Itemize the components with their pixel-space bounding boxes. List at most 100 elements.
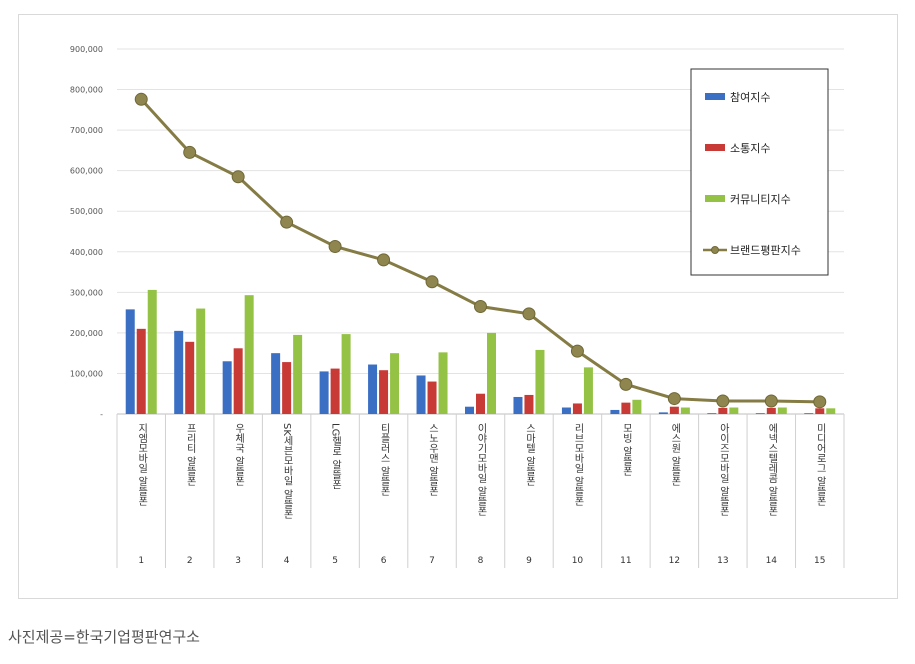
y-tick-label: 100,000 <box>70 369 103 378</box>
bar <box>185 341 195 414</box>
bar <box>319 371 329 414</box>
line-point <box>667 392 681 406</box>
bar <box>233 348 243 414</box>
legend-label: 참여지수 <box>730 91 770 104</box>
category-label: 지엠모바일 알뜰폰 <box>136 423 148 506</box>
category-label: LG헬로 알뜰폰 <box>330 423 342 490</box>
bar <box>524 394 534 414</box>
line-point <box>183 145 197 159</box>
bar <box>416 375 426 414</box>
bar <box>583 367 593 414</box>
line-point <box>231 170 245 184</box>
bar <box>561 407 571 414</box>
y-tick-label: 200,000 <box>70 329 103 338</box>
rank-label: 13 <box>717 556 728 566</box>
legend-swatch-marker <box>711 246 719 254</box>
bar <box>368 364 378 414</box>
rank-label: 11 <box>620 556 631 566</box>
bar <box>621 402 631 414</box>
y-tick-label: 300,000 <box>70 288 103 297</box>
category-label: SK세븐모바일 알뜰폰 <box>281 423 293 519</box>
category-label: 이야기모바일 알뜰폰 <box>475 423 487 516</box>
rank-label: 1 <box>138 556 144 566</box>
rank-label: 3 <box>235 556 241 566</box>
bar <box>610 409 620 414</box>
legend-label: 소통지수 <box>730 142 770 155</box>
line-point <box>280 215 294 229</box>
rank-label: 5 <box>332 556 338 566</box>
bar <box>330 368 340 414</box>
line-point <box>328 240 342 254</box>
category-label: 스노우맨 알뜰폰 <box>427 423 439 496</box>
bar <box>658 412 668 414</box>
rank-label: 4 <box>284 556 290 566</box>
bar <box>804 413 814 414</box>
bar <box>174 330 184 414</box>
bar <box>465 406 474 414</box>
rank-label: 10 <box>572 556 584 566</box>
category-label: 우체국 알뜰폰 <box>233 423 245 486</box>
category-label: 리브모바일 알뜰폰 <box>572 423 584 506</box>
bar <box>766 407 776 414</box>
bar <box>815 408 825 414</box>
bar <box>196 308 206 414</box>
y-tick-label: 800,000 <box>70 86 103 95</box>
bar <box>707 413 717 414</box>
line-point <box>764 394 778 408</box>
line-point <box>522 307 536 321</box>
bar <box>572 403 582 414</box>
bar <box>244 295 254 414</box>
rank-label: 12 <box>669 556 680 566</box>
rank-label: 14 <box>766 556 778 566</box>
bar <box>680 407 690 414</box>
category-label: 에스원 알뜰폰 <box>669 423 681 486</box>
line-point <box>425 275 439 289</box>
rank-label: 7 <box>429 556 435 566</box>
line-point <box>377 253 391 267</box>
rank-label: 15 <box>814 556 825 566</box>
bar <box>632 399 642 414</box>
bar <box>826 408 836 414</box>
legend-swatch <box>705 195 725 202</box>
legend-label: 커뮤니티지수 <box>730 193 791 206</box>
y-tick-label: 500,000 <box>70 207 103 216</box>
rank-label: 2 <box>187 556 193 566</box>
line-point <box>813 395 827 409</box>
category-label: 에넥스텔레콤 알뜰폰 <box>766 423 778 516</box>
bar <box>136 328 146 414</box>
category-label: 티플러스 알뜰폰 <box>378 423 390 496</box>
bar <box>341 334 351 414</box>
chart-frame: - 100,000 200,000 300,000 400,000 500,000 600,… <box>18 14 898 599</box>
bar <box>729 407 739 414</box>
line-point <box>716 394 730 408</box>
bar <box>222 361 232 414</box>
bar <box>293 334 303 414</box>
bar <box>718 407 728 414</box>
legend-swatch <box>705 144 725 151</box>
legend-swatch <box>705 93 725 100</box>
bar <box>271 353 281 414</box>
bar <box>755 413 765 414</box>
legend-label: 브랜드평판지수 <box>730 244 801 257</box>
rank-label: 6 <box>381 556 387 566</box>
bar <box>513 396 523 414</box>
category-label: 프리티 알뜰폰 <box>184 423 196 486</box>
chart: - 100,000 200,000 300,000 400,000 500,000 600,… <box>70 45 845 568</box>
rank-label: 9 <box>526 556 532 566</box>
legend-box <box>690 68 829 276</box>
photo-credit-caption: 사진제공=한국기업평판연구소 <box>8 628 200 646</box>
bar <box>390 353 400 414</box>
bar <box>535 349 545 414</box>
category-label: 스마텔 알뜰폰 <box>523 423 535 486</box>
y-tick-label: 600,000 <box>70 167 103 176</box>
bar <box>427 381 437 414</box>
category-label: 모빙 알뜰폰 <box>620 423 632 476</box>
line-point <box>134 92 148 106</box>
bar <box>669 406 679 414</box>
y-tick-label: 700,000 <box>70 126 103 135</box>
bar <box>487 332 496 414</box>
line-point <box>570 344 584 358</box>
bar <box>476 393 485 414</box>
line-point <box>474 300 487 314</box>
bar <box>147 289 157 414</box>
